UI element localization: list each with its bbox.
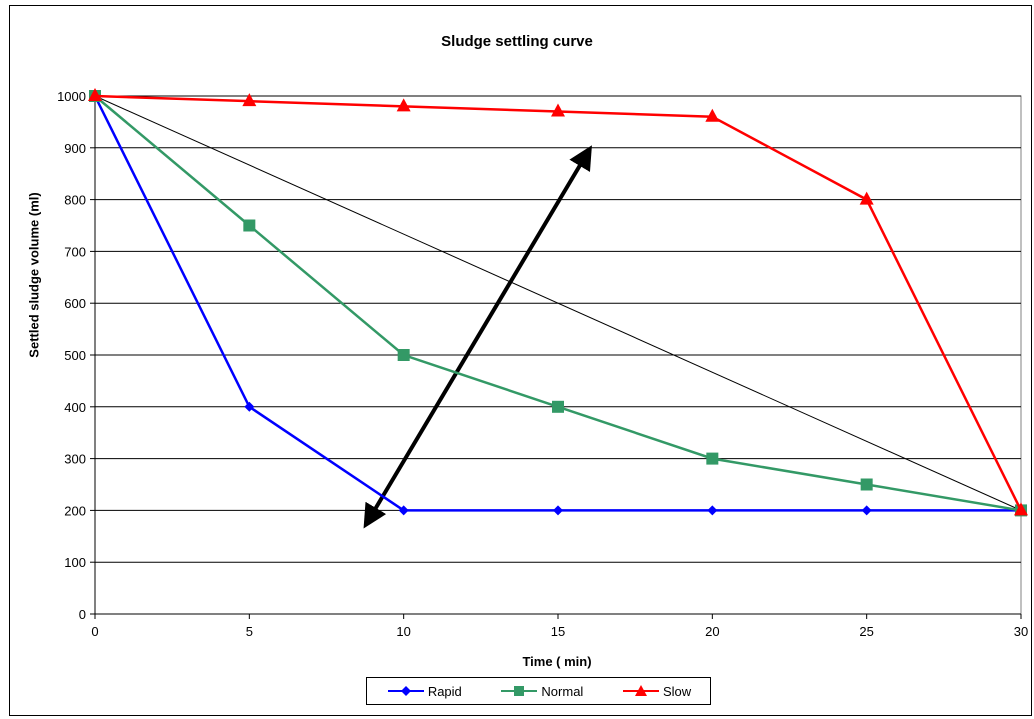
point-slow-20	[705, 108, 720, 122]
x-tick-label-10: 10	[396, 624, 410, 639]
legend-label-rapid: Rapid	[427, 683, 462, 699]
legend-marker-rapid	[387, 686, 424, 696]
y-tick-label-800: 800	[64, 193, 86, 208]
point-normal-20	[706, 452, 719, 465]
x-tick-label-0: 0	[91, 624, 98, 639]
point-slow-0	[88, 88, 102, 101]
point-slow-10	[396, 98, 411, 112]
y-tick-label-900: 900	[64, 141, 86, 156]
point-normal-15	[552, 400, 564, 413]
y-tick-label-200: 200	[64, 503, 86, 518]
point-slow-30	[1014, 502, 1028, 516]
y-tick-label-100: 100	[64, 555, 86, 570]
legend-item-normal: Normal	[499, 684, 583, 699]
y-tick-label-300: 300	[64, 452, 86, 467]
point-normal-5	[243, 219, 256, 232]
y-tick-label-500: 500	[64, 348, 86, 363]
legend-marker-slow	[622, 685, 659, 696]
point-rapid-25	[861, 505, 872, 516]
x-tick-label-15: 15	[551, 624, 565, 639]
point-rapid-5	[244, 401, 255, 412]
y-tick-label-600: 600	[64, 296, 86, 311]
point-normal-25	[860, 478, 873, 491]
double-arrow-annotation	[363, 145, 592, 529]
y-tick-label-0: 0	[79, 607, 86, 622]
x-axis-label: Time ( min)	[522, 654, 592, 669]
x-tick-label-30: 30	[1014, 624, 1028, 639]
point-normal-10	[397, 349, 410, 361]
point-rapid-20	[707, 505, 718, 516]
legend-item-slow: Slow	[621, 684, 691, 699]
point-slow-25	[859, 191, 874, 205]
chart-title: Sludge settling curve	[441, 33, 593, 50]
legend-item-rapid: Rapid	[386, 684, 462, 699]
legend: Rapid Normal Slow	[366, 677, 711, 705]
point-rapid-10	[398, 505, 409, 516]
y-tick-label-700: 700	[64, 244, 86, 259]
legend-marker-normal	[501, 686, 538, 696]
legend-label-normal: Normal	[541, 683, 584, 699]
point-rapid-15	[553, 505, 563, 516]
x-tick-label-5: 5	[246, 624, 253, 639]
point-slow-15	[551, 103, 565, 117]
legend-label-slow: Slow	[662, 683, 692, 699]
y-tick-label-1000: 1000	[57, 89, 86, 104]
x-tick-label-25: 25	[859, 624, 873, 639]
y-tick-label-400: 400	[64, 400, 86, 415]
x-tick-label-20: 20	[705, 624, 719, 639]
point-slow-5	[242, 93, 257, 107]
